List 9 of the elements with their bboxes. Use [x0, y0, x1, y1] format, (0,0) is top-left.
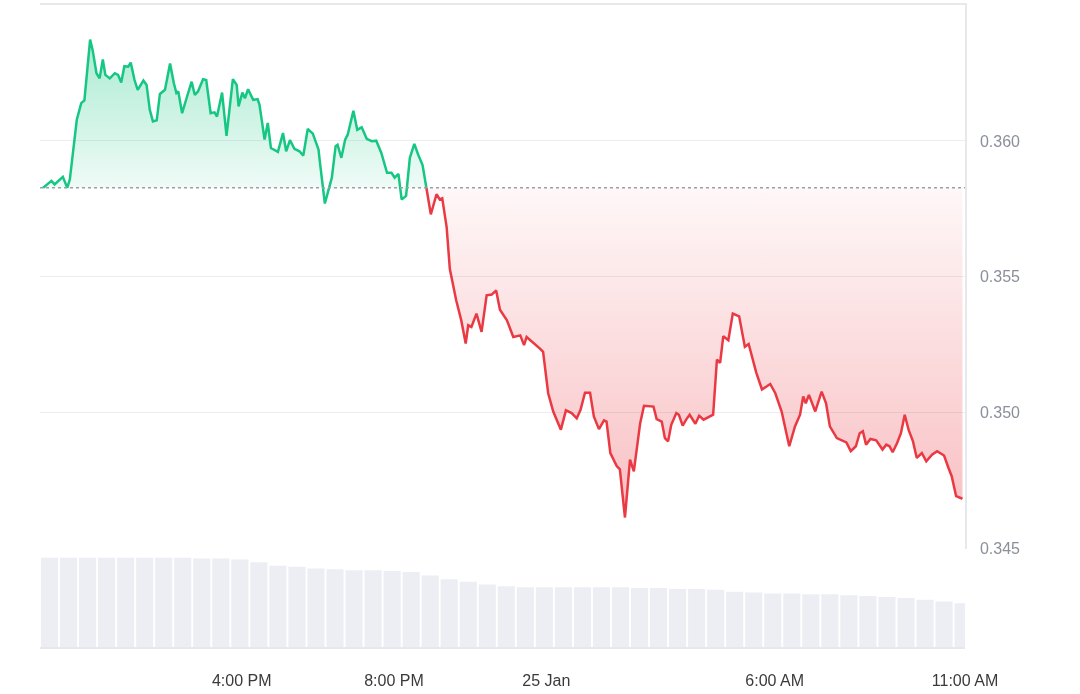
x-tick-label: 4:00 PM [211, 671, 272, 689]
x-tick-label: 6:00 AM [745, 671, 805, 689]
x-tick-label: 11:00 AM [931, 671, 999, 689]
y-tick-label: 0.345 [979, 540, 1021, 558]
y-tick-label: 0.360 [979, 132, 1021, 150]
y-tick-label: 0.355 [979, 268, 1021, 286]
x-tick-label: 25 Jan [522, 671, 571, 689]
x-tick-label: 8:00 PM [364, 671, 424, 689]
y-tick-label: 0.350 [979, 404, 1021, 422]
